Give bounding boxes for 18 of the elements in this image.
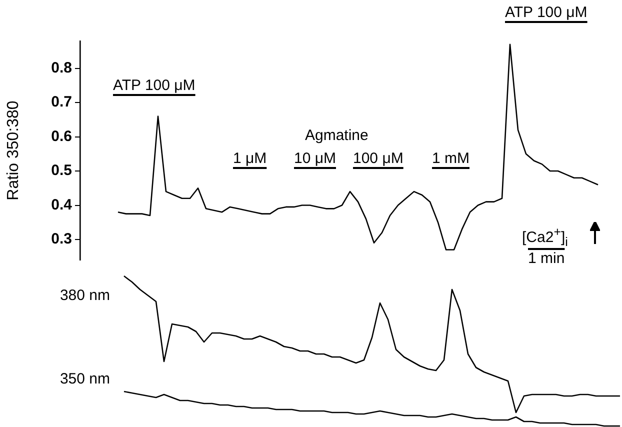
annotation: ATP 100 μM bbox=[113, 77, 196, 94]
y-tick-label: 0.7 bbox=[51, 94, 72, 111]
y-tick-label: 0.3 bbox=[51, 230, 72, 248]
text: ATP 100 μM bbox=[505, 4, 588, 21]
series-label: 380 nm bbox=[60, 287, 110, 304]
annotation: 1 min bbox=[528, 250, 565, 267]
y-tick-label: 0.4 bbox=[51, 196, 73, 214]
annotation: 1 mM bbox=[432, 150, 470, 167]
series-label: 350 nm bbox=[60, 370, 110, 388]
y-tick-label: 0.8 bbox=[51, 60, 72, 77]
annotation: 10 μM bbox=[294, 150, 336, 167]
y-tick-label: 0.6 bbox=[51, 128, 72, 145]
y-axis-title: Ratio 350:380 bbox=[5, 100, 22, 200]
annotation: Agmatine bbox=[305, 127, 368, 144]
annotation: 100 μM bbox=[353, 150, 404, 167]
annotation: 1 μM bbox=[233, 150, 267, 167]
y-tick-label: 0.5 bbox=[51, 162, 72, 180]
annotation: [Ca2$^{+}$]$_{i}$ bbox=[522, 224, 568, 251]
